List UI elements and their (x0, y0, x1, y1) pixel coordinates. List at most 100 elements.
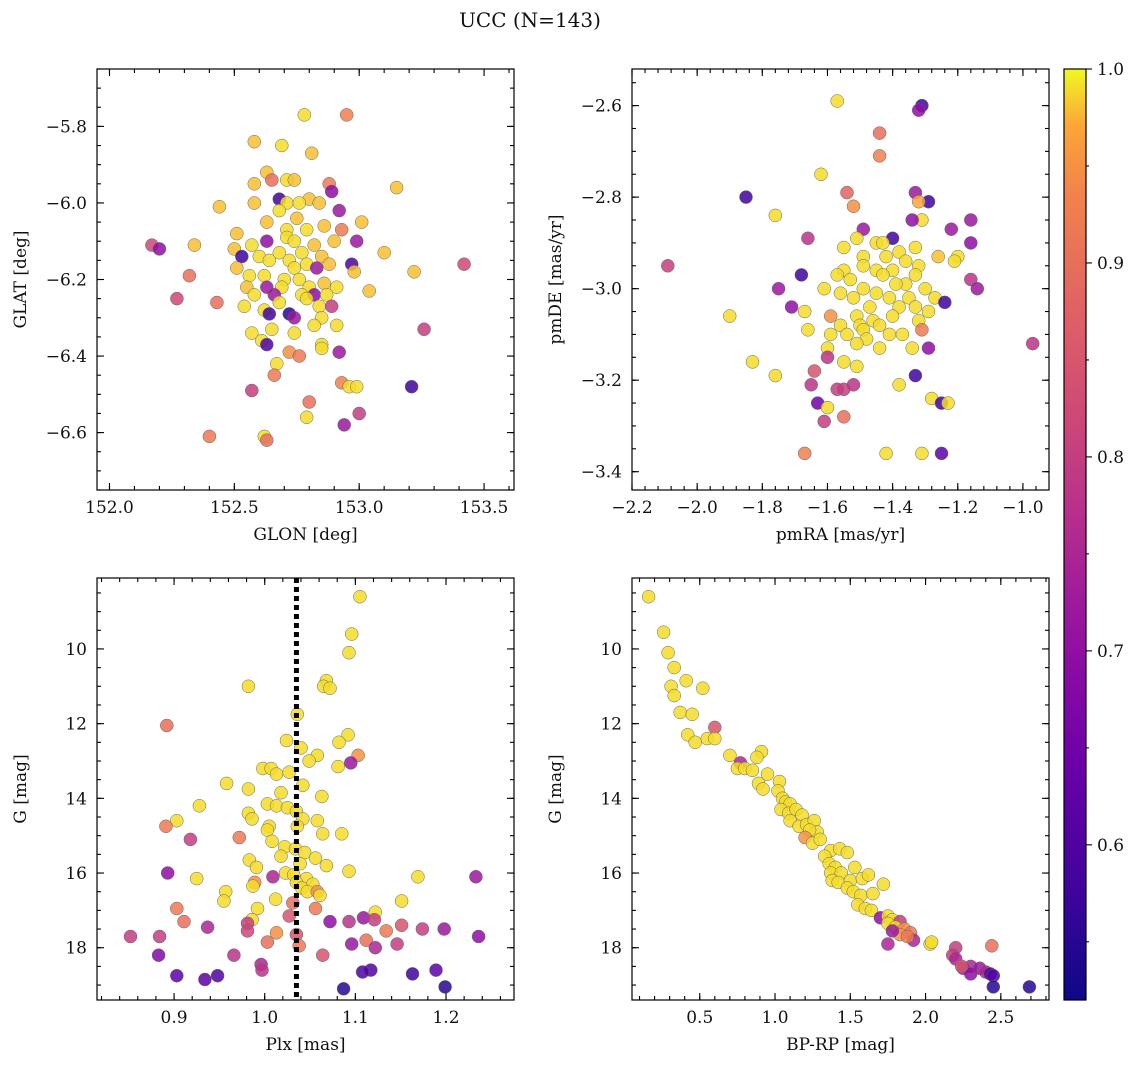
scatter-point (187, 238, 202, 252)
scatter-point (332, 735, 346, 750)
x-tick-label: 2.0 (912, 1008, 939, 1028)
scatter-point (245, 238, 259, 252)
scatter-point (307, 238, 321, 252)
scatter-point (745, 763, 760, 778)
scatter-point (265, 173, 279, 187)
scatter-point (407, 265, 421, 279)
scatter-point (335, 827, 349, 841)
scatter-point (189, 871, 204, 886)
scatter-point (310, 813, 325, 828)
scatter-point (915, 446, 929, 461)
scatter-point (237, 299, 252, 314)
scatter-point (900, 929, 915, 944)
scatter-point (869, 286, 884, 300)
scatter-point (964, 213, 978, 227)
data-points (641, 589, 1037, 994)
scatter-point (768, 368, 783, 383)
scatter-point (457, 257, 471, 271)
scatter-point (362, 284, 376, 298)
scatter-point (319, 288, 334, 302)
x-tick-label: 1.0 (251, 1008, 278, 1028)
scatter-point (863, 300, 877, 314)
scatter-point (342, 914, 356, 929)
scatter-point (324, 184, 339, 199)
scatter-point (864, 903, 879, 918)
scatter-point (227, 948, 241, 962)
y-tick-label: 12 (600, 715, 622, 735)
scatter-point (287, 261, 302, 275)
scatter-point (905, 213, 919, 227)
y-tick-label: 16 (600, 864, 622, 884)
scatter-point (921, 341, 936, 355)
scatter-point (801, 231, 815, 246)
x-tick-label: −1.2 (937, 498, 978, 518)
scatter-point (315, 948, 330, 962)
scatter-point (323, 681, 337, 695)
scatter-point (344, 627, 359, 641)
scatter-point (217, 894, 231, 908)
y-tick-label: −2.8 (581, 188, 622, 208)
scatter-point (160, 866, 175, 880)
scatter-point (287, 234, 302, 248)
scatter-point (866, 886, 880, 901)
scatter-point (892, 245, 906, 259)
scatter-point (881, 937, 895, 951)
scatter-point (377, 245, 391, 260)
scatter-point (882, 291, 897, 305)
scatter-point (170, 901, 184, 916)
scatter-point (895, 327, 910, 342)
scatter-point (872, 126, 887, 140)
parallax-magnitude-scatter-panel: 0.9 1.0 1.1 1.2 10 12 14 16 18 Plx [mas] G [mag] (11, 577, 515, 1055)
scatter-point (331, 759, 345, 774)
scatter-point (885, 924, 900, 938)
scatter-point (292, 196, 307, 210)
scatter-point (872, 341, 887, 355)
scatter-point (170, 291, 184, 306)
scatter-point (290, 211, 304, 226)
scatter-point (722, 309, 737, 323)
scatter-point (247, 177, 262, 191)
scatter-point (282, 765, 296, 779)
scatter-point (317, 276, 331, 291)
colorbar-tick-label: 0.6 (1097, 836, 1124, 856)
scatter-point (411, 870, 425, 884)
scatter-point (876, 236, 890, 250)
scatter-point (379, 924, 393, 938)
scatter-point (317, 219, 331, 233)
scatter-point (307, 318, 321, 333)
scatter-point (807, 364, 822, 378)
scatter-point (804, 378, 818, 392)
scatter-point (268, 892, 283, 906)
scatter-point (344, 756, 358, 770)
scatter-point (679, 673, 693, 688)
scatter-point (245, 383, 259, 398)
x-tick-label: 1.2 (432, 1008, 459, 1028)
scatter-point (159, 819, 173, 834)
scatter-point (889, 277, 903, 291)
scatter-point (219, 776, 234, 791)
scatter-point (329, 318, 344, 333)
scatter-point (931, 249, 945, 264)
scatter-point (970, 281, 985, 296)
scatter-point (661, 259, 675, 273)
scatter-point (260, 234, 274, 248)
scatter-point (856, 259, 871, 273)
scatter-point (212, 200, 227, 214)
y-axis-label: G [mag] (11, 754, 31, 823)
scatter-point (368, 940, 383, 955)
y-tick-label: −6.6 (46, 424, 87, 444)
scatter-point (266, 870, 280, 884)
scatter-point (879, 249, 893, 264)
y-tick-label: 10 (65, 640, 87, 660)
scatter-point (794, 268, 809, 282)
y-tick-label: −2.6 (581, 97, 622, 117)
scatter-point (856, 281, 871, 296)
scatter-point (272, 203, 287, 218)
x-tick-label: −1.0 (1002, 498, 1043, 518)
scatter-point (415, 922, 430, 936)
x-tick-label: −1.8 (742, 498, 783, 518)
scatter-point (287, 326, 302, 340)
scatter-point (941, 396, 955, 410)
scatter-point (667, 660, 681, 675)
scatter-point (830, 268, 844, 282)
